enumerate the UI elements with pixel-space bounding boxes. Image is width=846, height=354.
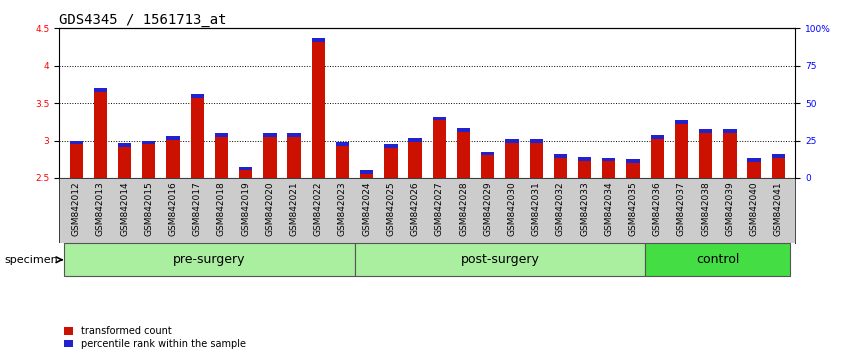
Bar	[602, 158, 616, 178]
Text: GSM842041: GSM842041	[774, 181, 783, 236]
Text: GSM842030: GSM842030	[508, 181, 516, 236]
Bar	[602, 158, 616, 161]
Bar	[505, 139, 519, 178]
Text: GSM842023: GSM842023	[338, 181, 347, 236]
Text: GSM842022: GSM842022	[314, 181, 323, 236]
Bar	[69, 141, 83, 178]
Text: GSM842019: GSM842019	[241, 181, 250, 236]
Bar	[239, 167, 252, 171]
Bar	[384, 144, 398, 178]
Bar	[675, 120, 688, 124]
Bar	[651, 135, 664, 178]
Bar	[772, 154, 785, 178]
Bar	[747, 159, 761, 162]
Text: GSM842032: GSM842032	[556, 181, 565, 236]
Text: GSM842040: GSM842040	[750, 181, 759, 236]
Bar	[167, 136, 179, 178]
Text: GSM842013: GSM842013	[96, 181, 105, 236]
Text: GSM842014: GSM842014	[120, 181, 129, 236]
Bar	[94, 88, 107, 178]
Bar	[699, 129, 712, 178]
Bar	[723, 129, 737, 133]
Bar	[626, 159, 640, 178]
Bar	[554, 154, 567, 178]
Text: GSM842029: GSM842029	[483, 181, 492, 236]
Bar	[409, 138, 422, 142]
Bar	[505, 139, 519, 143]
Text: GSM842038: GSM842038	[701, 181, 710, 236]
Bar	[215, 133, 228, 137]
Bar	[142, 141, 156, 144]
Bar	[772, 154, 785, 158]
Text: GDS4345 / 1561713_at: GDS4345 / 1561713_at	[59, 13, 227, 27]
Bar	[215, 133, 228, 178]
Bar	[360, 171, 373, 174]
Bar	[578, 157, 591, 178]
Bar	[118, 143, 131, 147]
Bar	[675, 120, 688, 178]
Text: GSM842031: GSM842031	[531, 181, 541, 236]
Bar	[288, 133, 300, 178]
Text: control: control	[696, 253, 739, 266]
Text: GSM842036: GSM842036	[653, 181, 662, 236]
Bar	[626, 159, 640, 163]
Bar	[432, 116, 446, 178]
Bar	[263, 133, 277, 178]
Text: GSM842016: GSM842016	[168, 181, 178, 236]
Text: GSM842017: GSM842017	[193, 181, 201, 236]
Bar	[481, 152, 494, 155]
Bar	[311, 38, 325, 42]
Bar	[94, 88, 107, 92]
Text: GSM842015: GSM842015	[145, 181, 153, 236]
FancyBboxPatch shape	[64, 244, 354, 276]
Text: GSM842039: GSM842039	[725, 181, 734, 236]
Bar	[530, 139, 543, 143]
Bar	[190, 94, 204, 98]
Legend: transformed count, percentile rank within the sample: transformed count, percentile rank withi…	[64, 326, 245, 349]
Text: GSM842020: GSM842020	[266, 181, 274, 236]
Bar	[747, 159, 761, 178]
Bar	[723, 129, 737, 178]
Bar	[530, 139, 543, 178]
Bar	[69, 141, 83, 144]
Text: GSM842012: GSM842012	[72, 181, 80, 236]
Text: GSM842028: GSM842028	[459, 181, 468, 236]
FancyBboxPatch shape	[645, 244, 790, 276]
Bar	[578, 157, 591, 161]
Text: GSM842037: GSM842037	[677, 181, 686, 236]
Text: GSM842027: GSM842027	[435, 181, 444, 236]
Text: GSM842035: GSM842035	[629, 181, 638, 236]
Bar	[336, 142, 349, 146]
Bar	[481, 152, 494, 178]
Bar	[190, 94, 204, 178]
Text: GSM842024: GSM842024	[362, 181, 371, 236]
Bar	[263, 133, 277, 137]
Bar	[457, 128, 470, 178]
Bar	[118, 143, 131, 178]
Text: GSM842018: GSM842018	[217, 181, 226, 236]
Text: GSM842034: GSM842034	[604, 181, 613, 236]
Text: specimen: specimen	[4, 255, 58, 265]
Bar	[554, 154, 567, 158]
Bar	[409, 138, 422, 178]
Text: post-surgery: post-surgery	[460, 253, 539, 266]
Text: GSM842021: GSM842021	[289, 181, 299, 236]
Bar	[360, 171, 373, 178]
Bar	[239, 167, 252, 178]
Bar	[384, 144, 398, 148]
Bar	[457, 128, 470, 132]
Text: GSM842025: GSM842025	[387, 181, 395, 236]
Bar	[288, 133, 300, 137]
Text: GSM842026: GSM842026	[410, 181, 420, 236]
Text: pre-surgery: pre-surgery	[173, 253, 245, 266]
Bar	[311, 38, 325, 178]
Bar	[432, 116, 446, 120]
Bar	[167, 136, 179, 140]
Bar	[336, 142, 349, 178]
FancyBboxPatch shape	[354, 244, 645, 276]
Bar	[699, 129, 712, 133]
Text: GSM842033: GSM842033	[580, 181, 589, 236]
Bar	[651, 135, 664, 139]
Bar	[142, 141, 156, 178]
